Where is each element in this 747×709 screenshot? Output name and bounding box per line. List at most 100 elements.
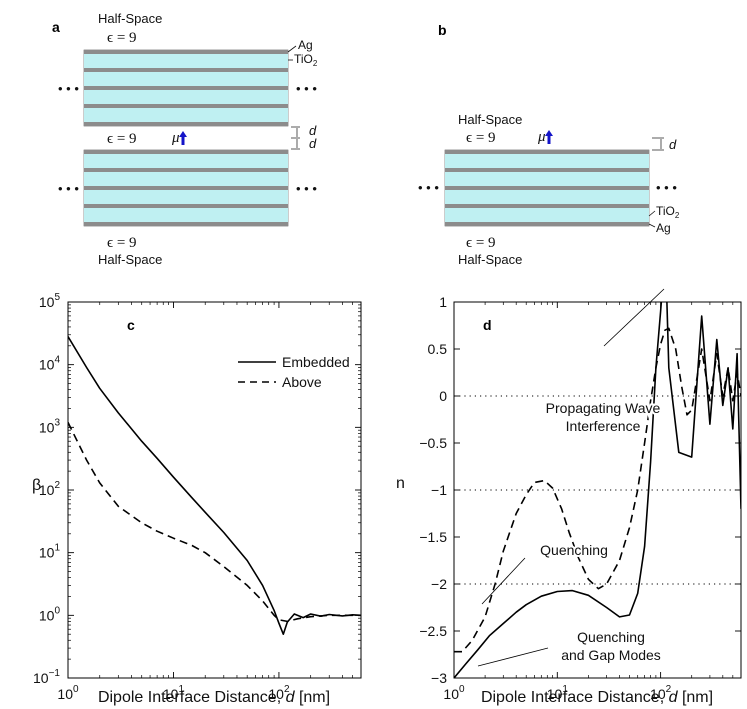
- panel-b-schematic: b Half-Space ϵ = 9 μ d • • • • • • TiO2 …: [418, 22, 680, 267]
- annotation-gap-modes: Quenching and Gap Modes: [477, 627, 663, 667]
- annotation-propagating: Propagating Wave Interference: [544, 288, 665, 436]
- ag-layer: [84, 168, 288, 172]
- left-ellipsis-upper: • • •: [58, 81, 79, 96]
- dipole-arrow-b: μ: [537, 129, 553, 145]
- tio2-layer: [84, 108, 288, 122]
- upper-multilayer-stack: [83, 49, 289, 127]
- ag-layer: [445, 204, 649, 208]
- tio2-layer: [84, 72, 288, 86]
- y-tick-label: −0.5: [419, 435, 447, 451]
- tio2-layer: [84, 172, 288, 186]
- ag-layer: [445, 186, 649, 190]
- series-above: [454, 327, 741, 653]
- y-tick-label: 10−1: [33, 668, 60, 686]
- lower-multilayer-stack: [83, 149, 289, 227]
- bottom-half-space-label: Half-Space: [458, 252, 522, 267]
- x-tick-label: 100: [443, 684, 465, 702]
- y-tick-label: 1: [439, 294, 447, 310]
- annotation-quenching: Quenching: [481, 540, 610, 605]
- x-tick-label: 102: [650, 684, 672, 702]
- y-tick-label: −1.5: [419, 529, 447, 545]
- ag-layer: [84, 68, 288, 72]
- tio2-layer: [84, 90, 288, 104]
- annotation-gap-line2: and Gap Modes: [561, 647, 661, 663]
- ag-layer: [84, 186, 288, 190]
- panel-a-schematic: a Half-Space ϵ = 9 Ag TiO2 • • • • • • ϵ…: [52, 11, 318, 267]
- panel-d-label: d: [483, 317, 492, 333]
- y-tick-label: 100: [39, 605, 61, 623]
- ag-layer: [84, 104, 288, 108]
- ag-layer: [84, 86, 288, 90]
- panel-a-label: a: [52, 19, 60, 35]
- y-tick-label: 101: [39, 543, 61, 561]
- tio2-layer: [445, 172, 649, 186]
- right-ellipsis: • • •: [656, 180, 677, 195]
- legend-above-label: Above: [282, 374, 322, 390]
- annotation-leader: [477, 647, 549, 667]
- legend-embedded-label: Embedded: [282, 354, 350, 370]
- y-tick-label: 102: [39, 480, 61, 498]
- series-above: [68, 422, 361, 623]
- top-epsilon-label: ϵ = 9: [466, 130, 496, 146]
- top-epsilon-label: ϵ = 9: [107, 30, 137, 46]
- ag-layer: [84, 150, 288, 154]
- y-tick-label: −2.5: [419, 623, 447, 639]
- y-tick-label: 0: [439, 388, 447, 404]
- x-tick-label: 101: [163, 684, 185, 702]
- annotation-leader: [603, 288, 665, 347]
- dipole-up-arrow-icon: [179, 131, 187, 145]
- ag-layer: [84, 50, 288, 54]
- chart-d: d n Dipole Interface Distance, d [nm] 10…: [396, 288, 742, 706]
- chart-d-ylabel: n: [396, 475, 405, 492]
- x-tick-label: 100: [57, 684, 79, 702]
- panel-c-label: c: [127, 317, 135, 333]
- chart-c-xlabel: Dipole Interface Distance, d [nm]: [98, 689, 330, 706]
- ag-layer: [445, 222, 649, 226]
- y-tick-label: −2: [431, 576, 447, 592]
- tio2-layer: [84, 208, 288, 222]
- tio2-layer: [84, 154, 288, 168]
- ag-label: Ag: [298, 38, 313, 52]
- ag-layer: [445, 150, 649, 154]
- y-tick-label: −1: [431, 482, 447, 498]
- tio2-layer: [445, 154, 649, 168]
- tio2-layer: [445, 208, 649, 222]
- middle-epsilon-label: ϵ = 9: [107, 131, 137, 147]
- dipole-symbol: μ: [537, 129, 546, 145]
- right-ellipsis-upper: • • •: [296, 81, 317, 96]
- y-tick-label: 104: [39, 355, 61, 373]
- annotation-propagating-line1: Propagating Wave: [546, 400, 661, 416]
- chart-c-legend: Embedded Above: [238, 354, 350, 390]
- panel-b-label: b: [438, 22, 447, 38]
- annotation-quenching-label: Quenching: [540, 542, 608, 558]
- dipole-symbol: μ: [171, 130, 180, 146]
- y-tick-label: 103: [39, 417, 61, 435]
- dipole-arrow-a: μ: [171, 130, 187, 146]
- bottom-epsilon-label: ϵ = 9: [107, 235, 137, 251]
- top-half-space-label: Half-Space: [458, 112, 522, 127]
- ag-layer: [84, 204, 288, 208]
- left-ellipsis: • • •: [418, 180, 439, 195]
- bottom-half-space-label: Half-Space: [98, 252, 162, 267]
- x-tick-label: 102: [268, 684, 290, 702]
- ag-layer: [84, 122, 288, 126]
- multilayer-stack: [444, 149, 650, 227]
- ag-label: Ag: [656, 221, 671, 235]
- y-tick-label: 0.5: [428, 341, 448, 357]
- x-tick-label: 101: [547, 684, 569, 702]
- distance-d-label: d: [309, 123, 317, 138]
- ag-layer: [445, 168, 649, 172]
- tio2-layer: [84, 54, 288, 68]
- tio2-label: TiO2: [656, 204, 680, 220]
- chart-c: c β Dipole Interface Distance, d [nm] Em…: [32, 292, 362, 706]
- tio2-layer: [445, 190, 649, 204]
- y-tick-label: −3: [431, 670, 447, 686]
- left-ellipsis-lower: • • •: [58, 181, 79, 196]
- distance-d-label: d: [669, 137, 677, 152]
- series-embedded: [454, 302, 741, 678]
- distance-d-label: d: [309, 136, 317, 151]
- bottom-epsilon-label: ϵ = 9: [466, 235, 496, 251]
- chart-c-ylabel: β: [32, 477, 41, 494]
- annotation-propagating-line2: Interference: [566, 418, 641, 434]
